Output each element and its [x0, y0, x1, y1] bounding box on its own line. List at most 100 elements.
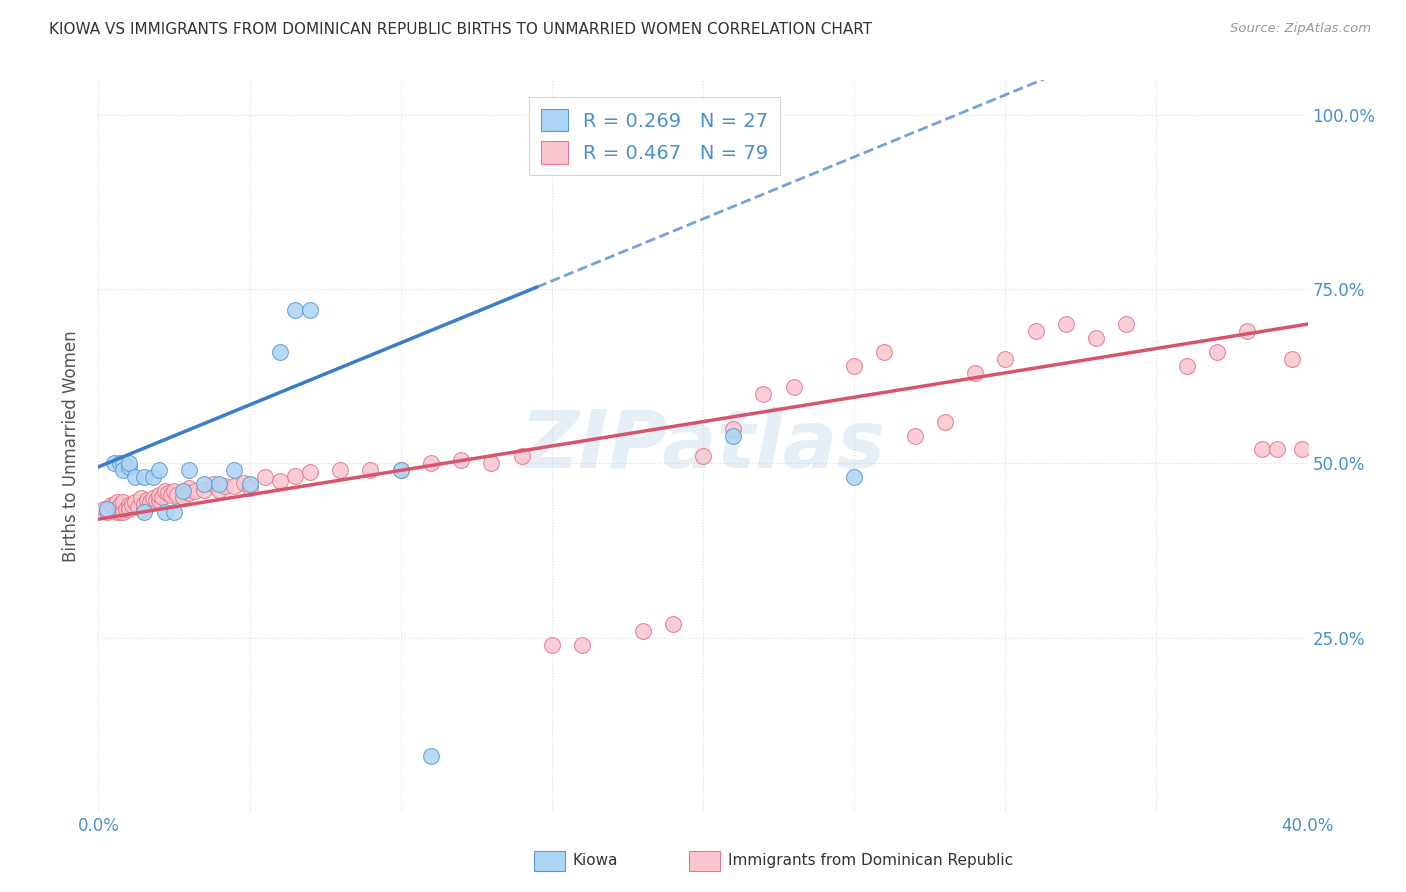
Point	[153, 484, 176, 499]
Point	[360, 463, 382, 477]
Point	[103, 498, 125, 512]
Point	[1236, 324, 1258, 338]
Point	[873, 345, 896, 359]
Point	[96, 505, 118, 519]
Point	[1267, 442, 1289, 457]
Text: ZIPatlas: ZIPatlas	[520, 407, 886, 485]
Point	[103, 501, 125, 516]
Point	[179, 485, 201, 500]
Point	[329, 463, 352, 477]
Point	[510, 450, 533, 464]
Point	[450, 453, 472, 467]
Text: Source: ZipAtlas.com: Source: ZipAtlas.com	[1230, 22, 1371, 36]
Point	[844, 359, 866, 373]
Point	[239, 477, 262, 491]
Point	[481, 457, 503, 471]
Text: Immigrants from Dominican Republic: Immigrants from Dominican Republic	[728, 854, 1014, 868]
Point	[103, 457, 125, 471]
Point	[148, 488, 170, 502]
Point	[111, 463, 134, 477]
Point	[692, 450, 714, 464]
Point	[965, 366, 987, 380]
Point	[118, 498, 141, 512]
Point	[150, 490, 173, 504]
Point	[214, 479, 236, 493]
Point	[299, 465, 322, 479]
Point	[135, 492, 157, 507]
Point	[132, 497, 155, 511]
Point	[269, 345, 291, 359]
Point	[239, 481, 262, 495]
Point	[156, 486, 179, 500]
Point	[142, 491, 165, 506]
Point	[105, 494, 128, 508]
Point	[1206, 345, 1229, 359]
Point	[631, 624, 654, 638]
Point	[111, 494, 134, 508]
Point	[389, 463, 412, 477]
Point	[284, 469, 307, 483]
Point	[148, 492, 170, 507]
Point	[752, 386, 775, 401]
Point	[153, 505, 176, 519]
Point	[108, 505, 131, 519]
Point	[148, 463, 170, 477]
Point	[299, 303, 322, 318]
Point	[132, 501, 155, 516]
Point	[93, 501, 115, 516]
Point	[193, 477, 215, 491]
Point	[127, 500, 149, 514]
Point	[184, 484, 207, 499]
Point	[124, 494, 146, 508]
Point	[139, 494, 162, 508]
Point	[118, 457, 141, 471]
Text: KIOWA VS IMMIGRANTS FROM DOMINICAN REPUBLIC BIRTHS TO UNMARRIED WOMEN CORRELATIO: KIOWA VS IMMIGRANTS FROM DOMINICAN REPUB…	[49, 22, 872, 37]
Point	[540, 638, 562, 652]
Point	[571, 638, 593, 652]
Point	[193, 483, 215, 497]
Point	[224, 479, 246, 493]
Point	[114, 501, 136, 516]
Point	[172, 490, 194, 504]
Point	[111, 505, 134, 519]
Point	[661, 616, 683, 631]
Point	[844, 470, 866, 484]
Point	[129, 491, 152, 506]
Point	[118, 501, 141, 516]
Point	[224, 463, 246, 477]
Point	[166, 488, 188, 502]
Point	[1115, 317, 1137, 331]
Point	[208, 477, 231, 491]
Point	[163, 484, 186, 499]
Point	[232, 475, 254, 490]
Point	[1054, 317, 1077, 331]
Point	[172, 484, 194, 499]
Point	[108, 457, 131, 471]
Point	[111, 457, 134, 471]
Point	[253, 470, 276, 484]
Point	[96, 501, 118, 516]
Point	[1251, 442, 1274, 457]
Point	[118, 459, 141, 474]
Point	[132, 470, 155, 484]
Point	[179, 463, 201, 477]
Point	[284, 303, 307, 318]
Text: Kiowa: Kiowa	[572, 854, 617, 868]
Point	[1291, 442, 1313, 457]
Point	[269, 474, 291, 488]
Point	[1085, 331, 1108, 345]
Point	[202, 477, 225, 491]
Point	[1175, 359, 1198, 373]
Point	[179, 481, 201, 495]
Point	[904, 428, 927, 442]
Point	[723, 428, 745, 442]
Point	[723, 421, 745, 435]
Point	[1024, 324, 1046, 338]
Point	[934, 415, 956, 429]
Point	[100, 498, 122, 512]
Point	[132, 505, 155, 519]
Point	[145, 493, 167, 508]
Y-axis label: Births to Unmarried Women: Births to Unmarried Women	[62, 330, 80, 562]
Point	[108, 498, 131, 512]
Point	[142, 470, 165, 484]
